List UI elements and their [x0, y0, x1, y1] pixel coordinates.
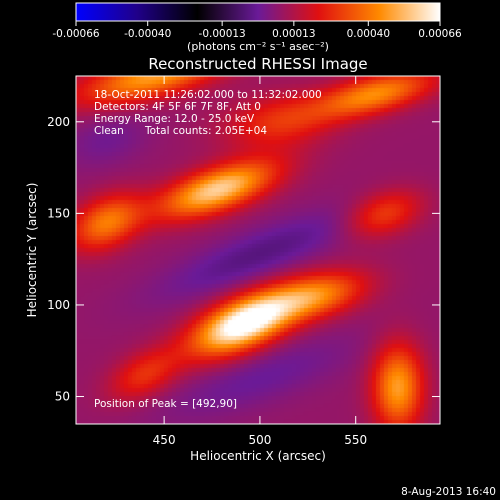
plot-area: 450 500 550 50 100 150 200 18-Oct-2011 11:26:0… — [47, 75, 441, 447]
colorbar-bar — [75, 2, 441, 22]
annotation-block: 18-Oct-2011 11:26:02.000 to 11:32:02.000… — [94, 89, 322, 137]
y-tick-label: 150 — [47, 206, 70, 220]
colorbar-tick-label: -0.00040 — [124, 28, 171, 40]
peak-position-label: Position of Peak = [492,90] — [94, 398, 237, 410]
heatmap-container — [76, 76, 440, 424]
y-tick-label: 50 — [55, 390, 70, 404]
heatmap-canvas — [76, 76, 440, 424]
annotation-detectors: Detectors: 4F 5F 6F 7F 8F, Att 0 — [94, 101, 261, 113]
colorbar-unit-label: (photons cm⁻² s⁻¹ asec⁻²) — [187, 40, 329, 53]
chart-title: Reconstructed RHESSI Image — [148, 55, 367, 73]
colorbar-tick-label: -0.00066 — [52, 28, 100, 40]
colorbar-tick-label: 0.00013 — [272, 28, 315, 40]
y-tick-label: 200 — [47, 115, 70, 129]
annotation-method: Clean — [94, 125, 124, 137]
colorbar: -0.00066 -0.00040 -0.00013 0.00013 0.00040 0.… — [52, 2, 462, 53]
colorbar-tick-label: 0.00066 — [418, 28, 462, 40]
annotation-energy-range: Energy Range: 12.0 - 25.0 keV — [94, 113, 255, 125]
axis-ticks: 450 500 550 50 100 150 200 — [47, 76, 440, 447]
x-axis-label: Heliocentric X (arcsec) — [190, 449, 326, 463]
x-tick-label: 550 — [344, 433, 367, 447]
footer-date: 8-Aug-2013 16:40 — [401, 486, 496, 498]
y-axis-label: Heliocentric Y (arcsec) — [25, 183, 39, 318]
plot-frame — [75, 75, 441, 425]
x-tick-label: 500 — [248, 433, 271, 447]
annotation-total-counts: Total counts: 2.05E+04 — [144, 125, 267, 137]
y-tick-label: 100 — [47, 298, 70, 312]
annotation-time-range: 18-Oct-2011 11:26:02.000 to 11:32:02.000 — [94, 89, 322, 101]
x-tick-label: 450 — [153, 433, 176, 447]
colorbar-tick-label: -0.00013 — [199, 28, 246, 40]
colorbar-ticks: -0.00066 -0.00040 -0.00013 0.00013 0.00040 0.… — [52, 21, 462, 40]
colorbar-tick-label: 0.00040 — [347, 28, 390, 40]
